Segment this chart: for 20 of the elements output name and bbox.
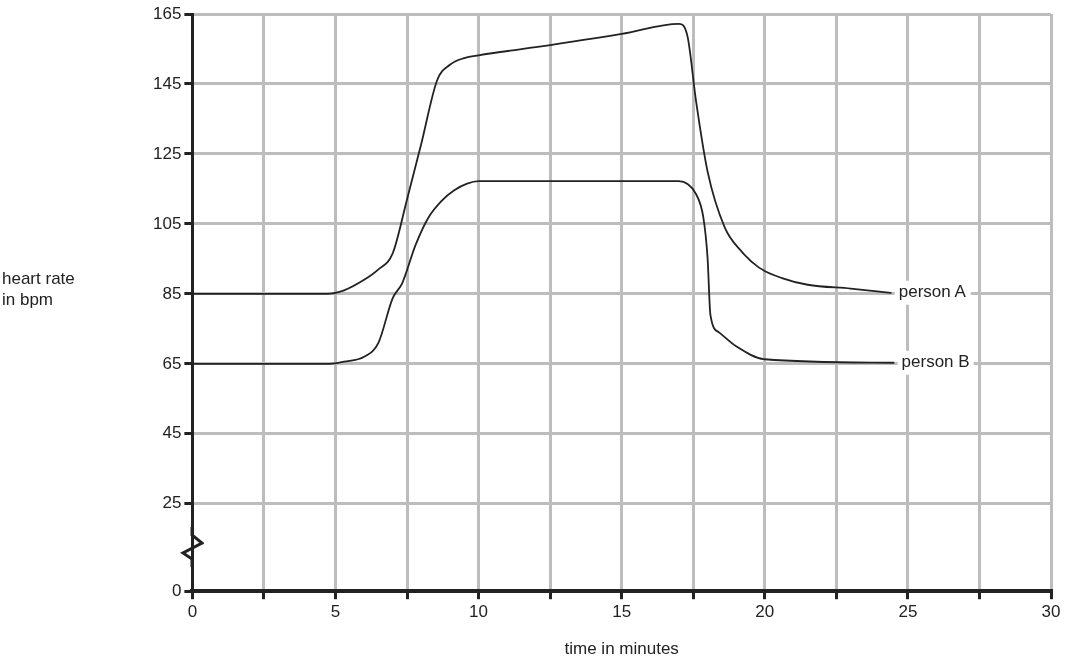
y-tick-label: 145 xyxy=(152,73,182,93)
y-tick-label: 125 xyxy=(152,143,182,163)
series-label: person B xyxy=(901,352,970,372)
x-tick-label: 30 xyxy=(1041,602,1061,622)
y-tick-label: 165 xyxy=(152,3,182,23)
y-tick-label: 25 xyxy=(162,493,182,513)
y-tick-label: 85 xyxy=(162,283,182,303)
x-axis-title: time in minutes xyxy=(564,639,679,659)
series-label: person A xyxy=(898,282,967,302)
x-tick-label: 15 xyxy=(612,602,632,622)
y-tick-label: 0 xyxy=(171,580,182,600)
x-tick-label: 20 xyxy=(755,602,775,622)
y-tick-label: 65 xyxy=(162,353,182,373)
x-tick-label: 10 xyxy=(469,602,489,622)
y-tick-label: 105 xyxy=(152,213,182,233)
x-tick-label: 0 xyxy=(187,602,198,622)
y-tick-label: 45 xyxy=(162,423,182,443)
x-tick-label: 25 xyxy=(898,602,918,622)
y-axis-title: heart rate in bpm xyxy=(2,268,76,310)
x-tick-label: 5 xyxy=(330,602,341,622)
